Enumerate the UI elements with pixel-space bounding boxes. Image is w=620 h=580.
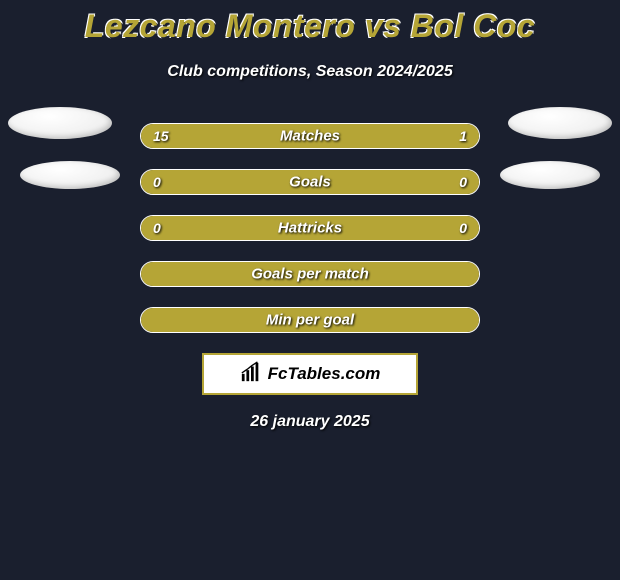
avatar-placeholder-right-1 — [508, 107, 612, 139]
stat-label: Goals per match — [251, 266, 369, 283]
source-badge: FcTables.com — [202, 353, 418, 395]
stat-label: Min per goal — [266, 312, 354, 329]
date-text: 26 january 2025 — [0, 413, 620, 431]
stat-label: Matches — [280, 128, 340, 145]
stat-left-bar: 0 — [141, 170, 310, 194]
stat-right-value: 0 — [459, 174, 467, 190]
subtitle: Club competitions, Season 2024/2025 — [0, 63, 620, 81]
page-title: Lezcano Montero vs Bol Coc — [0, 0, 620, 45]
stat-left-bar: 15 — [141, 124, 411, 148]
stat-right-value: 1 — [459, 128, 467, 144]
chart-icon — [240, 361, 262, 388]
stat-right-value: 0 — [459, 220, 467, 236]
avatar-placeholder-left-2 — [20, 161, 120, 189]
stat-label: Goals — [289, 174, 331, 191]
badge-text: FcTables.com — [268, 364, 381, 384]
stat-row: 0 0 Hattricks — [140, 215, 480, 241]
stats-container: 15 1 Matches 0 0 Goals 0 0 Hattricks Goals per ma… — [0, 123, 620, 333]
stat-row: 0 0 Goals — [140, 169, 480, 195]
avatar-placeholder-left-1 — [8, 107, 112, 139]
stat-right-bar: 0 — [310, 170, 479, 194]
stat-left-value: 15 — [153, 128, 169, 144]
stat-row: 15 1 Matches — [140, 123, 480, 149]
stat-left-value: 0 — [153, 220, 161, 236]
avatar-placeholder-right-2 — [500, 161, 600, 189]
stat-right-bar: 1 — [411, 124, 479, 148]
stat-row: Min per goal — [140, 307, 480, 333]
stat-label: Hattricks — [278, 220, 342, 237]
stat-left-value: 0 — [153, 174, 161, 190]
stat-row: Goals per match — [140, 261, 480, 287]
